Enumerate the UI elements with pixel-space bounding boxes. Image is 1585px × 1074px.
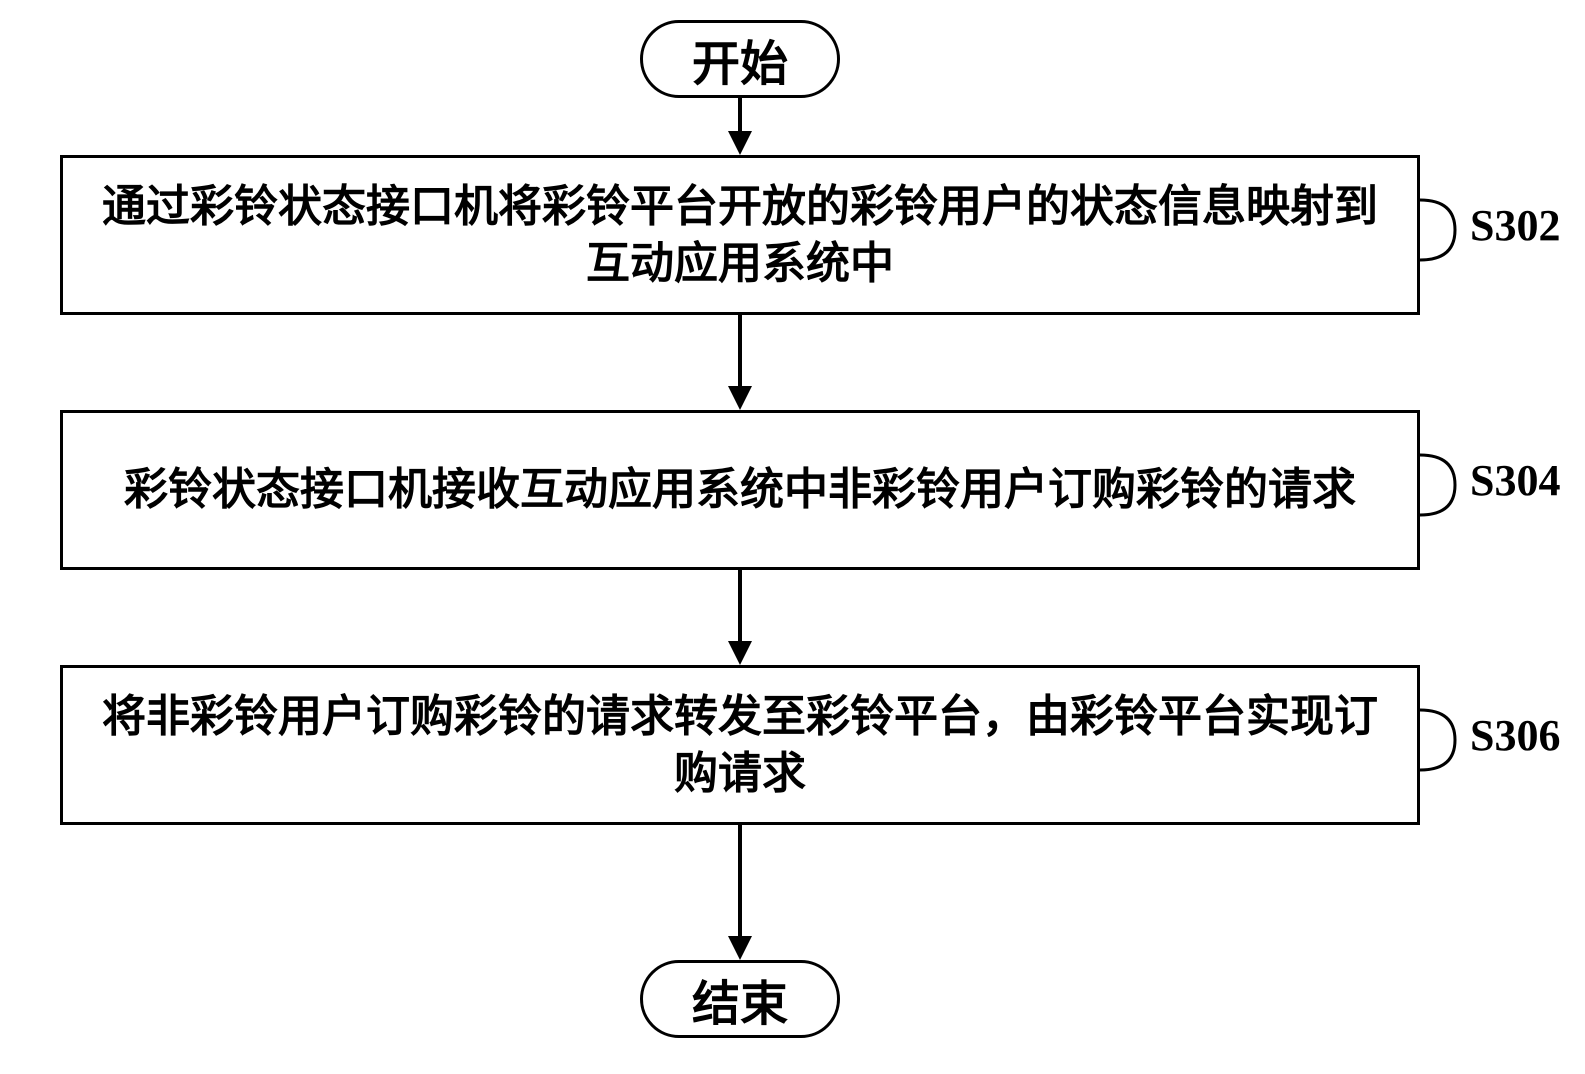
start-label: 开始 xyxy=(692,24,788,94)
edge-step1-step2 xyxy=(738,315,742,388)
step2-tag: S304 xyxy=(1470,455,1560,506)
step2-text: 彩铃状态接口机接收互动应用系统中非彩铃用户订购彩铃的请求 xyxy=(124,461,1356,518)
edge-step3-end xyxy=(738,825,742,938)
edge-step3-end-head xyxy=(728,936,752,960)
step2-node: 彩铃状态接口机接收互动应用系统中非彩铃用户订购彩铃的请求 xyxy=(60,410,1420,570)
edge-step2-step3 xyxy=(738,570,742,643)
step3-node: 将非彩铃用户订购彩铃的请求转发至彩铃平台，由彩铃平台实现订购请求 xyxy=(60,665,1420,825)
step3-tag: S306 xyxy=(1470,710,1560,761)
edge-step2-step3-head xyxy=(728,641,752,665)
start-node: 开始 xyxy=(640,20,840,98)
end-node: 结束 xyxy=(640,960,840,1038)
step1-text: 通过彩铃状态接口机将彩铃平台开放的彩铃用户的状态信息映射到互动应用系统中 xyxy=(83,178,1397,292)
step1-tag: S302 xyxy=(1470,200,1560,251)
flowchart-container: 开始 通过彩铃状态接口机将彩铃平台开放的彩铃用户的状态信息映射到互动应用系统中 … xyxy=(0,0,1585,1074)
edge-start-step1-head xyxy=(728,131,752,155)
step1-node: 通过彩铃状态接口机将彩铃平台开放的彩铃用户的状态信息映射到互动应用系统中 xyxy=(60,155,1420,315)
step1-connector xyxy=(1420,195,1470,265)
step3-text: 将非彩铃用户订购彩铃的请求转发至彩铃平台，由彩铃平台实现订购请求 xyxy=(83,688,1397,802)
end-label: 结束 xyxy=(692,964,788,1034)
edge-step1-step2-head xyxy=(728,386,752,410)
edge-start-step1 xyxy=(738,98,742,133)
step3-connector xyxy=(1420,705,1470,775)
step2-connector xyxy=(1420,450,1470,520)
